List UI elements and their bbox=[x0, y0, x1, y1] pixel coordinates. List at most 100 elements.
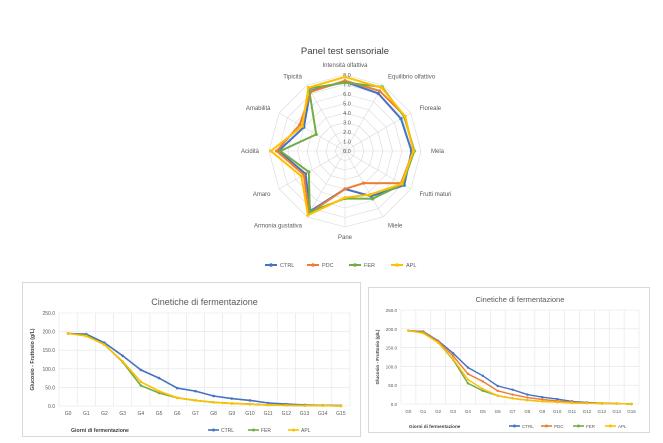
line-point bbox=[466, 372, 470, 376]
y-tick-label: 250.0 bbox=[42, 311, 55, 317]
x-tick-label: G9 bbox=[228, 411, 235, 417]
radar-point bbox=[399, 117, 403, 121]
radar-legend: CTRL PDC FER APL bbox=[265, 263, 416, 269]
radar-point bbox=[269, 149, 273, 153]
line-point bbox=[230, 397, 234, 400]
radar-tick-label: 0.0 bbox=[343, 149, 351, 155]
x-tick-label: G1 bbox=[420, 409, 427, 414]
legend-marker bbox=[311, 263, 315, 267]
line-point bbox=[630, 402, 633, 406]
radar-point bbox=[278, 149, 282, 153]
legend-label: PDC bbox=[322, 263, 334, 269]
line-point bbox=[541, 396, 544, 399]
x-tick-label: G15 bbox=[336, 411, 346, 417]
line-point bbox=[121, 360, 124, 363]
y-tick-label: 100.0 bbox=[386, 364, 398, 369]
line-point bbox=[451, 352, 455, 355]
x-tick-label: G11 bbox=[264, 411, 273, 417]
line-point bbox=[555, 397, 559, 401]
x-tick-label: G11 bbox=[568, 409, 577, 414]
legend-marker bbox=[545, 424, 548, 428]
line-point bbox=[194, 389, 197, 393]
radar-point bbox=[411, 149, 415, 153]
line-point bbox=[451, 354, 455, 358]
y-tick-label: 250.0 bbox=[386, 308, 398, 313]
y-tick-label: 100.0 bbox=[42, 367, 55, 373]
radar-spoke bbox=[279, 112, 346, 152]
line-point bbox=[526, 399, 529, 402]
radar-point bbox=[343, 187, 347, 191]
line-chart-title: Cinetiche di fermentazione bbox=[476, 295, 565, 304]
x-tick-label: G1 bbox=[83, 411, 90, 417]
legend-marker bbox=[577, 424, 580, 428]
line-point bbox=[139, 380, 143, 384]
line-point bbox=[103, 343, 106, 346]
line-point bbox=[526, 396, 529, 399]
x-axis-label: Giorni di fermentazione bbox=[409, 424, 461, 429]
y-tick-label: 150.0 bbox=[386, 346, 398, 351]
radar-axis-label: Floreale bbox=[419, 106, 441, 112]
line-point bbox=[600, 402, 604, 405]
radar-point bbox=[370, 197, 375, 201]
line-point bbox=[157, 391, 161, 395]
x-tick-label: G14 bbox=[318, 411, 328, 417]
radar-point bbox=[376, 91, 380, 96]
y-tick-label: 0.0 bbox=[48, 404, 55, 410]
radar-point bbox=[361, 181, 366, 185]
line-point bbox=[157, 389, 161, 393]
fermentation-chart-2: Cinetiche di fermentazione 0.0 50.0 100.0 15… bbox=[368, 287, 650, 433]
line-point bbox=[422, 332, 425, 335]
legend-marker bbox=[212, 428, 215, 432]
line-point bbox=[526, 393, 529, 396]
legend-label: PDC bbox=[554, 424, 564, 429]
radar-axis-label: Pane bbox=[338, 235, 353, 241]
x-tick-label: G14 bbox=[612, 409, 621, 414]
x-tick-label: G0 bbox=[65, 411, 72, 417]
y-tick-label: 50.0 bbox=[388, 383, 397, 388]
line-point bbox=[496, 394, 499, 397]
radar-axis-label: Equilibrio olfattivo bbox=[388, 75, 436, 81]
x-tick-label: G15 bbox=[627, 409, 636, 414]
radar-point bbox=[368, 193, 372, 197]
line-point bbox=[212, 400, 215, 404]
radar-tick-label: 7.0 bbox=[343, 83, 351, 89]
line-point bbox=[451, 357, 455, 361]
radar-spoke bbox=[279, 150, 346, 190]
line-point bbox=[212, 394, 215, 398]
legend-label: CTRL bbox=[280, 263, 294, 269]
line-point bbox=[230, 402, 234, 405]
line-point bbox=[194, 399, 197, 402]
legend-label: CTRL bbox=[522, 424, 534, 429]
legend-label: FER bbox=[261, 428, 271, 434]
x-tick-label: G2 bbox=[435, 409, 442, 414]
y-tick-label: 0.0 bbox=[391, 402, 398, 407]
line-point bbox=[481, 380, 485, 383]
x-tick-label: G7 bbox=[192, 411, 199, 417]
radar-tick-label: 1.0 bbox=[343, 140, 351, 146]
x-tick-label: G5 bbox=[480, 409, 487, 414]
line-point bbox=[555, 400, 559, 404]
radar-point bbox=[308, 210, 312, 214]
line-point bbox=[511, 393, 514, 396]
legend-label: APL bbox=[618, 424, 627, 429]
radar-point bbox=[275, 149, 279, 153]
x-tick-label: G8 bbox=[524, 409, 531, 414]
line-point bbox=[541, 400, 544, 403]
x-tick-label: G2 bbox=[101, 411, 108, 417]
line-point bbox=[496, 384, 499, 388]
legend-label: APL bbox=[406, 263, 416, 269]
radar-point bbox=[403, 114, 407, 118]
legend-marker bbox=[292, 428, 295, 432]
x-tick-label: G4 bbox=[138, 411, 145, 417]
legend-marker bbox=[252, 428, 255, 432]
line-point bbox=[466, 378, 470, 381]
y-tick-label: 150.0 bbox=[42, 348, 55, 354]
line-point bbox=[481, 387, 485, 391]
line-point bbox=[266, 403, 270, 407]
line-point bbox=[466, 366, 470, 369]
radar-axis-label: Acidità bbox=[241, 149, 260, 155]
radar-point bbox=[302, 173, 306, 177]
legend-marker bbox=[395, 263, 399, 267]
radar-axis-label: Frutti maturi bbox=[419, 192, 451, 198]
legend-marker bbox=[269, 263, 273, 267]
